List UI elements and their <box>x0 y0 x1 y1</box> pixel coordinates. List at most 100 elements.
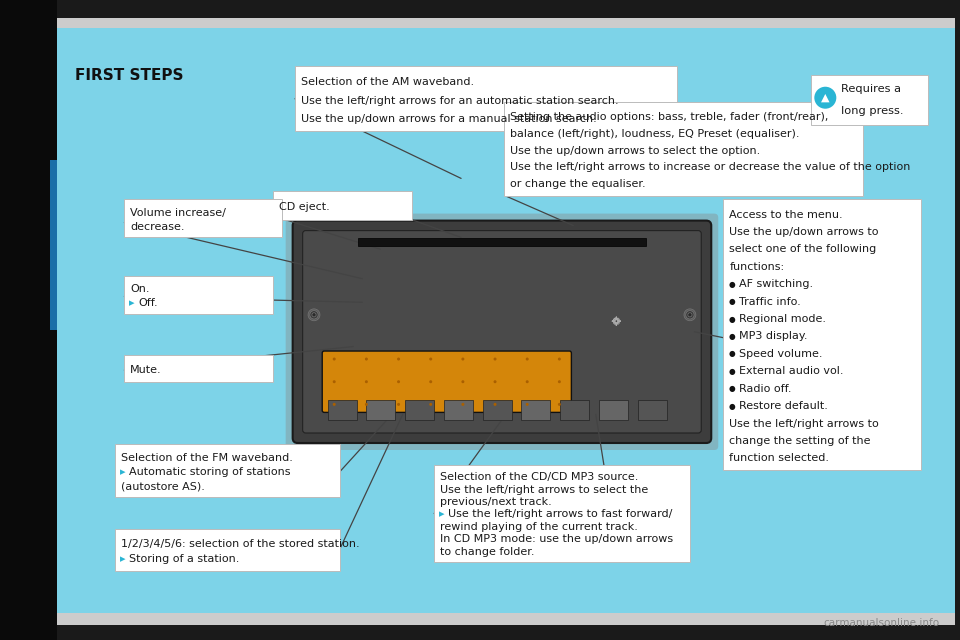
Circle shape <box>814 86 836 109</box>
Text: ▸: ▸ <box>130 298 135 308</box>
Circle shape <box>493 380 496 383</box>
Text: Mute.: Mute. <box>131 365 162 375</box>
Bar <box>327 400 357 420</box>
Text: ▸: ▸ <box>120 554 126 564</box>
Text: Use the up/down arrows for a manual station search.: Use the up/down arrows for a manual stat… <box>301 114 597 124</box>
FancyBboxPatch shape <box>323 351 571 412</box>
FancyBboxPatch shape <box>115 529 340 571</box>
Text: or change the equaliser.: or change the equaliser. <box>510 179 646 189</box>
Circle shape <box>526 358 529 360</box>
Text: Restore default.: Restore default. <box>739 401 828 411</box>
Text: ●: ● <box>729 280 735 289</box>
Text: Storing of a station.: Storing of a station. <box>130 554 240 564</box>
FancyBboxPatch shape <box>811 75 928 125</box>
Bar <box>0 0 57 640</box>
Circle shape <box>333 358 336 360</box>
Text: FIRST STEPS: FIRST STEPS <box>75 67 183 83</box>
Circle shape <box>462 358 465 360</box>
Text: balance (left/right), loudness, EQ Preset (equaliser).: balance (left/right), loudness, EQ Prese… <box>510 129 800 139</box>
Text: Selection of the CD/CD MP3 source.: Selection of the CD/CD MP3 source. <box>440 472 638 482</box>
Circle shape <box>397 403 400 406</box>
Text: Selection of the AM waveband.: Selection of the AM waveband. <box>301 77 474 87</box>
Bar <box>405 400 434 420</box>
Text: change the setting of the: change the setting of the <box>730 436 871 446</box>
Circle shape <box>462 380 465 383</box>
Bar <box>560 400 589 420</box>
Text: Off.: Off. <box>138 298 158 308</box>
Text: ●: ● <box>729 332 735 341</box>
Text: AF switching.: AF switching. <box>739 279 813 289</box>
Circle shape <box>365 358 368 360</box>
Text: Use the left/right arrows to increase or decrease the value of the option: Use the left/right arrows to increase or… <box>510 163 911 172</box>
Bar <box>367 400 396 420</box>
FancyBboxPatch shape <box>723 199 921 470</box>
Circle shape <box>310 310 318 319</box>
Text: ●: ● <box>729 402 735 411</box>
Text: rewind playing of the current track.: rewind playing of the current track. <box>440 522 638 532</box>
Text: Regional mode.: Regional mode. <box>739 314 827 324</box>
Bar <box>57 613 955 625</box>
Text: CD eject.: CD eject. <box>278 202 329 212</box>
Text: ▸: ▸ <box>439 509 444 520</box>
FancyBboxPatch shape <box>125 199 281 237</box>
Circle shape <box>526 380 529 383</box>
Bar <box>637 400 666 420</box>
Text: Use the left/right arrows to select the: Use the left/right arrows to select the <box>440 484 648 495</box>
Circle shape <box>687 313 692 317</box>
Text: (autostore AS).: (autostore AS). <box>121 481 205 492</box>
Text: long press.: long press. <box>841 106 903 116</box>
Bar <box>521 400 550 420</box>
Text: Traffic info.: Traffic info. <box>739 296 801 307</box>
Text: On.: On. <box>131 284 150 294</box>
Circle shape <box>685 310 694 319</box>
Circle shape <box>397 380 400 383</box>
Text: 1/2/3/4/5/6: selection of the stored station.: 1/2/3/4/5/6: selection of the stored sta… <box>121 539 360 549</box>
Text: ▲: ▲ <box>821 93 829 102</box>
FancyBboxPatch shape <box>286 214 718 450</box>
Circle shape <box>429 380 432 383</box>
Text: function selected.: function selected. <box>730 454 829 463</box>
Circle shape <box>365 380 368 383</box>
FancyBboxPatch shape <box>273 191 412 220</box>
Text: Setting the audio options: bass, treble, fader (front/rear),: Setting the audio options: bass, treble,… <box>510 112 828 122</box>
Circle shape <box>462 403 465 406</box>
Text: functions:: functions: <box>730 262 784 272</box>
Text: Use the up/down arrows to select the option.: Use the up/down arrows to select the opt… <box>510 145 760 156</box>
Text: to change folder.: to change folder. <box>440 547 535 557</box>
Text: Radio off.: Radio off. <box>739 384 792 394</box>
Circle shape <box>308 309 320 321</box>
Text: previous/next track.: previous/next track. <box>440 497 552 507</box>
Text: Use the left/right arrows to fast forward/: Use the left/right arrows to fast forwar… <box>448 509 673 520</box>
Bar <box>57 18 955 28</box>
Circle shape <box>397 358 400 360</box>
Text: Access to the menu.: Access to the menu. <box>730 209 843 220</box>
FancyBboxPatch shape <box>125 355 273 382</box>
Text: MP3 display.: MP3 display. <box>739 332 807 342</box>
Circle shape <box>558 403 561 406</box>
FancyBboxPatch shape <box>504 102 863 196</box>
Text: In CD MP3 mode: use the up/down arrows: In CD MP3 mode: use the up/down arrows <box>440 534 673 545</box>
Text: carmanualsonline.info: carmanualsonline.info <box>824 618 940 628</box>
Circle shape <box>312 313 316 317</box>
FancyBboxPatch shape <box>115 444 340 497</box>
Bar <box>599 400 628 420</box>
Circle shape <box>558 380 561 383</box>
FancyBboxPatch shape <box>295 67 677 131</box>
Circle shape <box>429 403 432 406</box>
Circle shape <box>429 358 432 360</box>
Text: select one of the following: select one of the following <box>730 244 876 254</box>
Text: ●: ● <box>729 384 735 393</box>
Bar <box>444 400 473 420</box>
Text: Speed volume.: Speed volume. <box>739 349 823 359</box>
Text: Selection of the FM waveband.: Selection of the FM waveband. <box>121 452 293 463</box>
Text: Use the up/down arrows to: Use the up/down arrows to <box>730 227 878 237</box>
Text: Use the left/right arrows to: Use the left/right arrows to <box>730 419 879 429</box>
Circle shape <box>365 403 368 406</box>
Circle shape <box>558 358 561 360</box>
Text: External audio vol.: External audio vol. <box>739 366 844 376</box>
Bar <box>50 160 57 330</box>
Circle shape <box>493 403 496 406</box>
FancyBboxPatch shape <box>293 221 711 443</box>
Text: ▸: ▸ <box>120 467 126 477</box>
FancyBboxPatch shape <box>434 465 690 562</box>
